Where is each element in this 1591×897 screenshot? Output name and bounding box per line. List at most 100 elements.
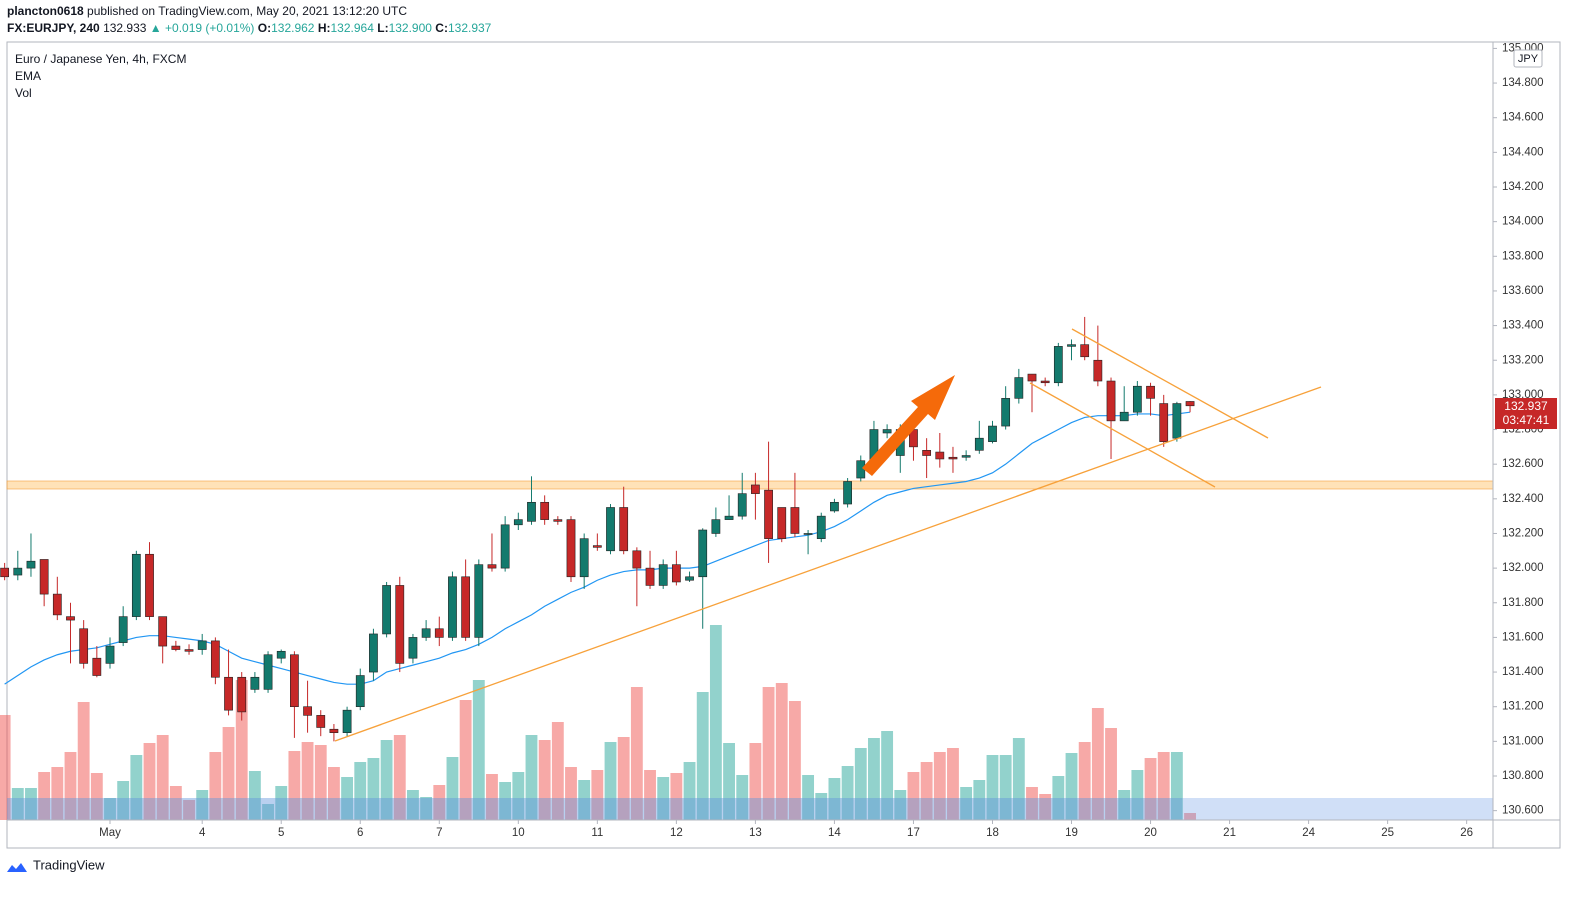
candle-body [276, 650, 286, 659]
volume-bar [275, 786, 288, 820]
candle-body [513, 519, 523, 526]
volume-bar [1184, 813, 1196, 820]
volume-bar [248, 771, 261, 820]
candle-body [790, 507, 800, 534]
volume-bar [525, 735, 538, 820]
volume-bar [1012, 738, 1025, 820]
y-tick-label: 131.200 [1502, 701, 1544, 713]
candle-body [816, 515, 826, 539]
volume-bar [749, 743, 762, 820]
volume-bar [788, 701, 801, 820]
candle-body [843, 481, 852, 505]
ohlc-label: H: [318, 21, 331, 35]
candle-body [685, 576, 694, 581]
candle-body [1172, 403, 1182, 439]
candle-body [540, 501, 550, 520]
candle-body [1080, 344, 1090, 358]
candle-body [1093, 359, 1103, 382]
currency: JPY [1518, 53, 1539, 65]
candle-body [487, 564, 497, 569]
volume-bar [446, 757, 459, 820]
candle-body [935, 451, 945, 460]
y-tick-label: 134.800 [1502, 77, 1544, 89]
volume-bar [828, 778, 841, 820]
volume-bar [433, 785, 446, 820]
candle-body [1067, 344, 1076, 347]
candle-body [671, 564, 681, 583]
volume-bar [841, 766, 854, 820]
x-tick-label: 18 [986, 827, 999, 839]
volume-bar [670, 773, 683, 820]
currency-box [1513, 49, 1543, 68]
candle-body [79, 628, 89, 664]
candle-body [1106, 380, 1116, 422]
volume-bar [472, 680, 485, 820]
volume-bar [907, 772, 920, 820]
candle-body [1027, 373, 1037, 382]
volume-bar [459, 700, 472, 820]
candle-body [1132, 385, 1142, 413]
candle-body [197, 640, 207, 650]
x-tick-label: 6 [357, 827, 363, 839]
candle-body [922, 450, 932, 456]
change: ▲ +0.019 (+0.01%) [150, 21, 255, 35]
candle-body [210, 640, 220, 678]
symbol-line: FX:EURJPY, 240 132.933 ▲ +0.019 (+0.01%)… [7, 21, 492, 35]
candle-body [737, 493, 747, 517]
candle-body [579, 538, 589, 578]
logo [7, 863, 27, 872]
volume-bar [657, 777, 670, 820]
volume-bar [683, 762, 696, 820]
volume-bar [486, 774, 498, 820]
candle-body [1014, 377, 1024, 399]
candle-body [263, 654, 273, 690]
candle-body [0, 567, 10, 578]
volume-bar [104, 798, 116, 820]
trendline [334, 386, 1322, 742]
y-tick-label: 133.600 [1502, 285, 1544, 297]
candle-body [13, 567, 23, 576]
candle-body [974, 437, 984, 451]
volume-bar [380, 740, 393, 820]
candle-body [369, 633, 378, 673]
volume-bar [341, 777, 354, 820]
legend-ema: EMA [15, 69, 41, 83]
candle-body [408, 637, 418, 659]
x-tick-label: 19 [1065, 827, 1078, 839]
candle-body [474, 564, 484, 638]
candle-body [803, 533, 813, 535]
y-tick-label: 133.200 [1502, 354, 1544, 366]
candle-body [131, 553, 141, 617]
volume-bar [143, 743, 156, 820]
volume-bar [736, 775, 749, 820]
volume-bar [947, 748, 959, 820]
y-tick-label: 130.800 [1502, 770, 1544, 782]
candle-body [606, 507, 615, 552]
volume-bar [117, 781, 130, 820]
author: plancton0618 [7, 4, 84, 18]
y-tick-label: 134.600 [1502, 112, 1544, 124]
candle-body [830, 501, 839, 512]
published: published on TradingView.com, May 20, 20… [87, 4, 407, 18]
volume-bar [25, 788, 37, 820]
volume-bar [894, 790, 907, 820]
volume-bar [64, 752, 77, 820]
volume-bar [420, 797, 433, 820]
legend-vol: Vol [15, 86, 32, 100]
x-tick-label: May [99, 827, 121, 839]
candle-body [592, 545, 602, 548]
y-tick-label: 131.600 [1502, 631, 1544, 643]
x-tick-label: 10 [512, 827, 525, 839]
x-tick-label: 13 [749, 827, 762, 839]
x-tick-label: 26 [1460, 827, 1473, 839]
volume-bar [156, 735, 169, 820]
candle-body [645, 567, 655, 586]
x-tick-label: 7 [436, 827, 442, 839]
y-tick-label: 134.200 [1502, 181, 1544, 193]
candle-body [342, 709, 352, 733]
volume-bar [77, 702, 90, 820]
candle-body [527, 501, 536, 522]
volume-bar [986, 755, 999, 820]
volume-bar [1131, 770, 1144, 820]
candle-body [777, 507, 787, 539]
